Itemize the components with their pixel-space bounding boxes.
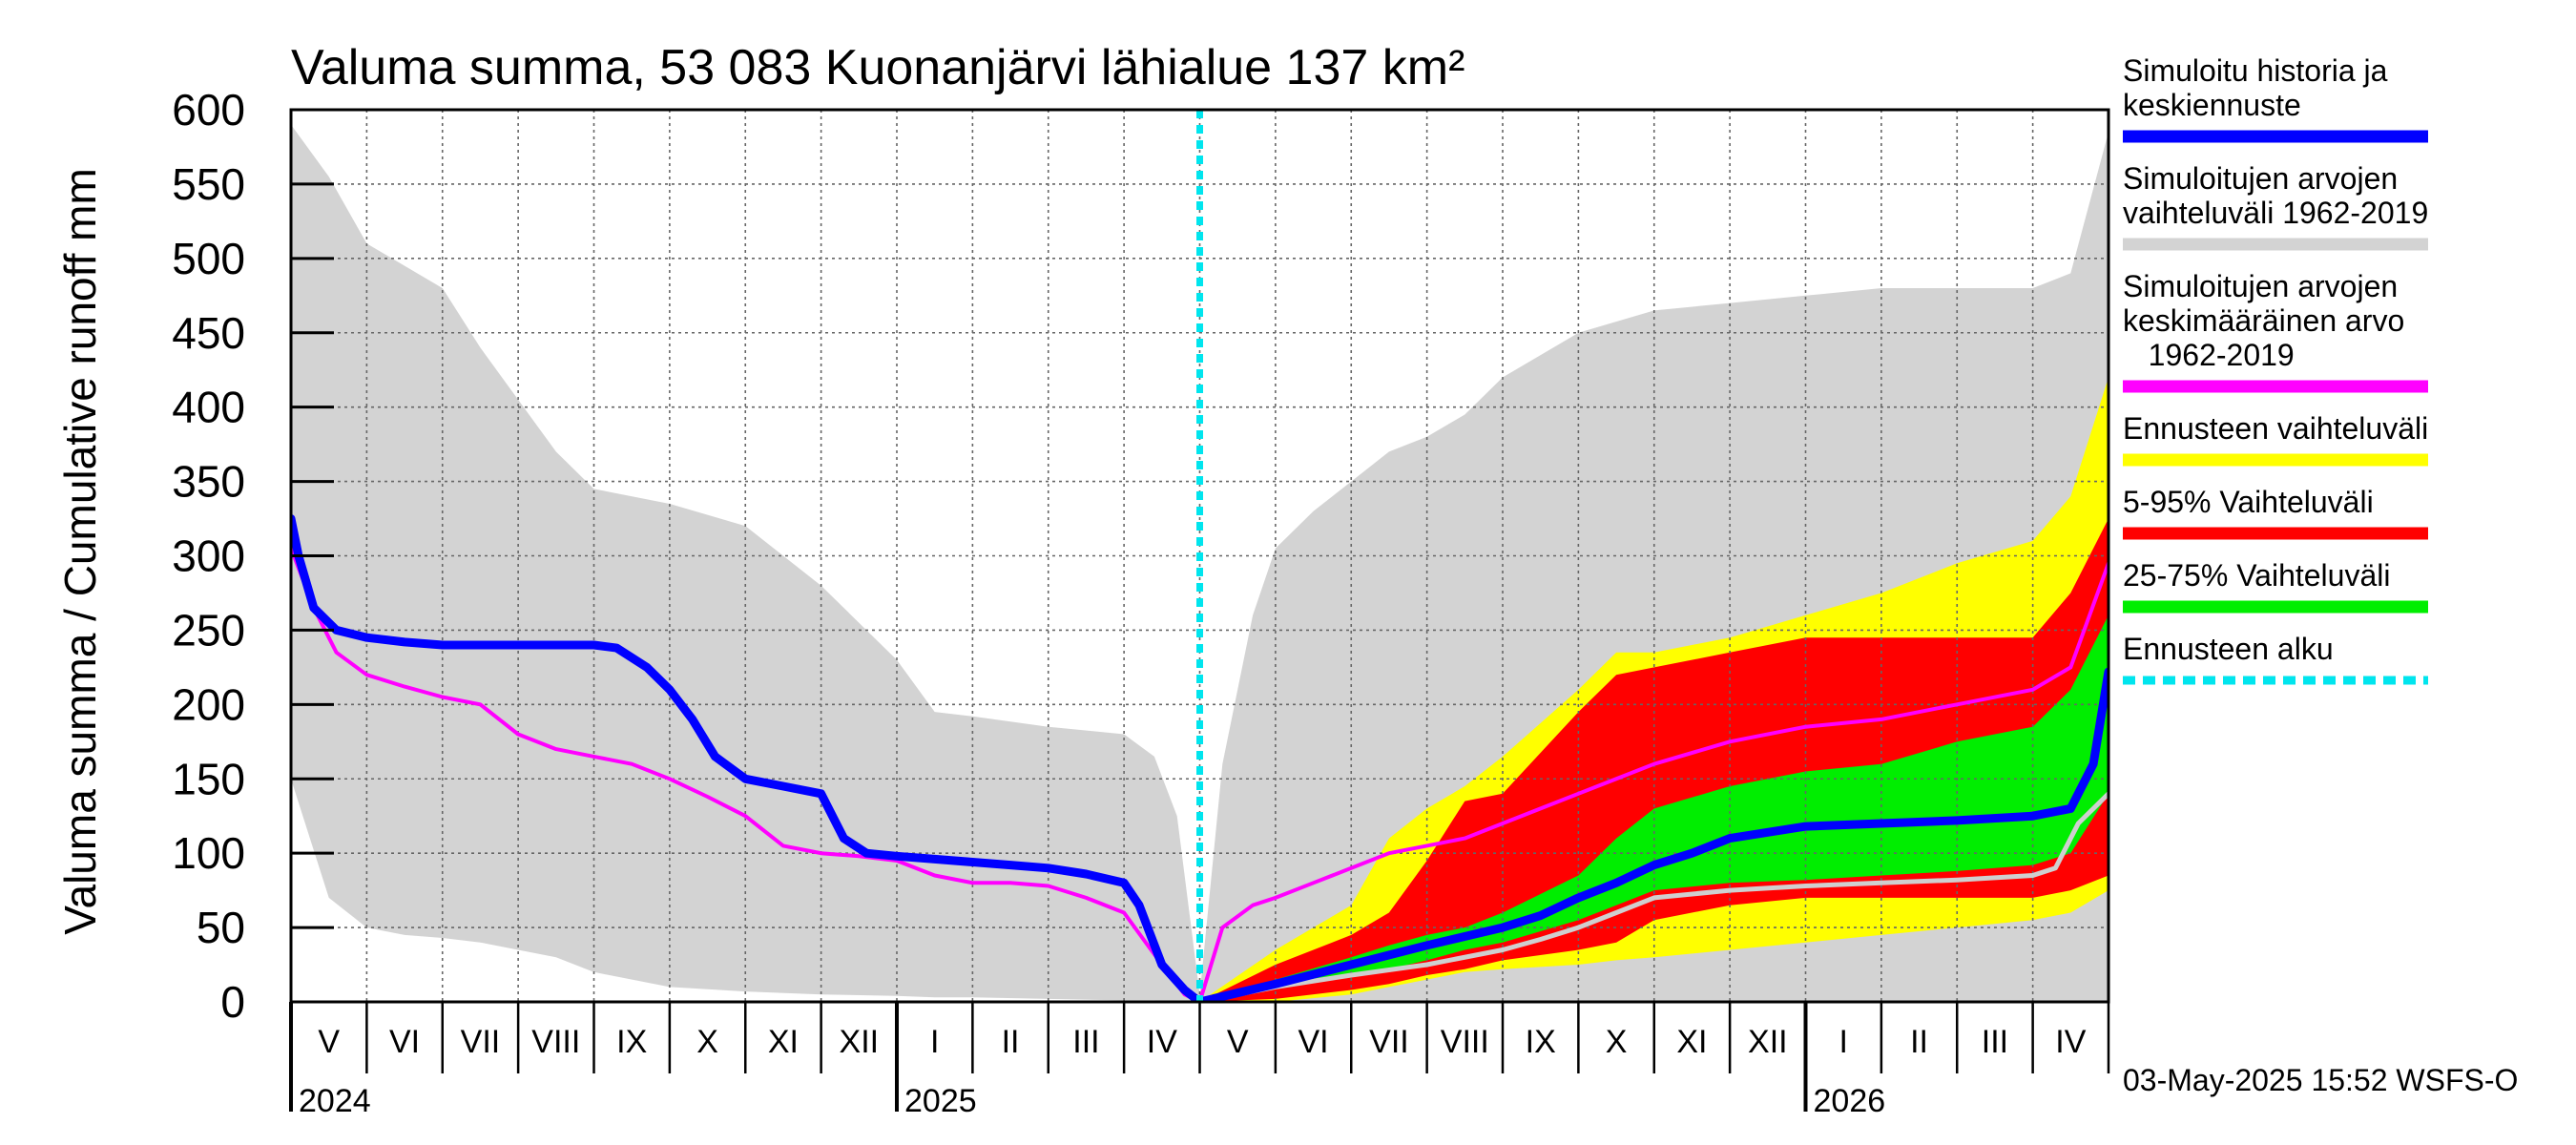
- x-tick-label-month: VIII: [531, 1024, 580, 1060]
- legend-label: keskimääräinen arvo: [2123, 303, 2404, 338]
- x-tick-label-month: X: [1606, 1024, 1628, 1060]
- line-median-forecast: [1197, 791, 2109, 1002]
- x-tick-label-month: I: [930, 1024, 939, 1060]
- plot-area: [291, 110, 2109, 1002]
- y-tick-label: 150: [172, 754, 245, 803]
- y-tick-label: 450: [172, 308, 245, 358]
- x-tick-label-month: XII: [1748, 1024, 1788, 1060]
- legend-label: Simuloitujen arvojen: [2123, 161, 2398, 196]
- x-tick-label-year: 2025: [904, 1083, 977, 1119]
- x-tick-label-month: IX: [616, 1024, 647, 1060]
- legend: Simuloitu historia jakeskiennusteSimuloi…: [2123, 53, 2428, 685]
- legend-item-forecast-start: Ennusteen alku: [2123, 632, 2428, 685]
- line-mean: [291, 546, 2109, 1002]
- legend-label: Simuloitu historia ja: [2123, 53, 2388, 88]
- x-tick-label-month: VIII: [1441, 1024, 1489, 1060]
- x-tick-label-year: 2024: [299, 1083, 371, 1119]
- x-tick-label-month: XI: [1676, 1024, 1707, 1060]
- x-tick-label-month: IX: [1526, 1024, 1556, 1060]
- y-tick-label: 100: [172, 828, 245, 878]
- x-tick-label-month: VII: [1369, 1024, 1409, 1060]
- legend-label: keskiennuste: [2123, 88, 2301, 122]
- y-tick-label: 250: [172, 605, 245, 655]
- legend-item-forecast-range: Ennusteen vaihteluväli: [2123, 411, 2428, 467]
- x-tick-label-month: II: [1002, 1024, 1020, 1060]
- y-tick-label: 0: [220, 977, 245, 1027]
- timestamp-footer: 03-May-2025 15:52 WSFS-O: [2123, 1063, 2518, 1097]
- x-tick-label-month: X: [696, 1024, 718, 1060]
- x-tick-label-month: I: [1839, 1024, 1847, 1060]
- x-tick-label-month: III: [1072, 1024, 1099, 1060]
- x-tick-label-month: V: [1227, 1024, 1249, 1060]
- x-tick-label-month: VI: [1298, 1024, 1329, 1060]
- plot-marks: [291, 110, 2109, 1002]
- legend-label: Simuloitujen arvojen: [2123, 269, 2398, 303]
- x-tick-label-month: IV: [2055, 1024, 2086, 1060]
- y-tick-label: 400: [172, 383, 245, 432]
- x-tick-label-month: VI: [389, 1024, 420, 1060]
- y-tick-label: 550: [172, 159, 245, 209]
- x-tick-label-month: XII: [840, 1024, 880, 1060]
- line-simulated: [291, 514, 2109, 1002]
- legend-label: vaihteluväli 1962-2019: [2123, 196, 2428, 230]
- x-tick-label-year: 2026: [1814, 1083, 1886, 1119]
- y-tick-label: 300: [172, 531, 245, 581]
- legend-item-p5-95: 5-95% Vaihteluväli: [2123, 485, 2428, 540]
- y-axis-label: Valuma summa / Cumulative runoff mm: [55, 168, 105, 935]
- y-tick-label: 500: [172, 234, 245, 283]
- x-tick-label-month: IV: [1147, 1024, 1177, 1060]
- legend-label: Ennusteen alku: [2123, 632, 2334, 666]
- y-tick-label: 350: [172, 457, 245, 507]
- x-tick-label-month: III: [1982, 1024, 2008, 1060]
- x-tick-label-month: II: [1910, 1024, 1928, 1060]
- legend-label: Ennusteen vaihteluväli: [2123, 411, 2428, 446]
- legend-label: 1962-2019: [2123, 338, 2295, 372]
- legend-item-p25-75: 25-75% Vaihteluväli: [2123, 558, 2428, 614]
- x-tick-label-month: XI: [768, 1024, 799, 1060]
- legend-label: 25-75% Vaihteluväli: [2123, 558, 2390, 593]
- x-tick-label-month: V: [318, 1024, 340, 1060]
- y-tick-label: 200: [172, 679, 245, 729]
- legend-label: 5-95% Vaihteluväli: [2123, 485, 2374, 519]
- band-p25-75: [1199, 614, 2109, 1002]
- y-tick-label: 50: [197, 903, 245, 952]
- x-tick-label-month: VII: [461, 1024, 501, 1060]
- y-tick-label: 600: [172, 85, 245, 135]
- chart-title: Valuma summa, 53 083 Kuonanjärvi lähialu…: [291, 40, 1465, 95]
